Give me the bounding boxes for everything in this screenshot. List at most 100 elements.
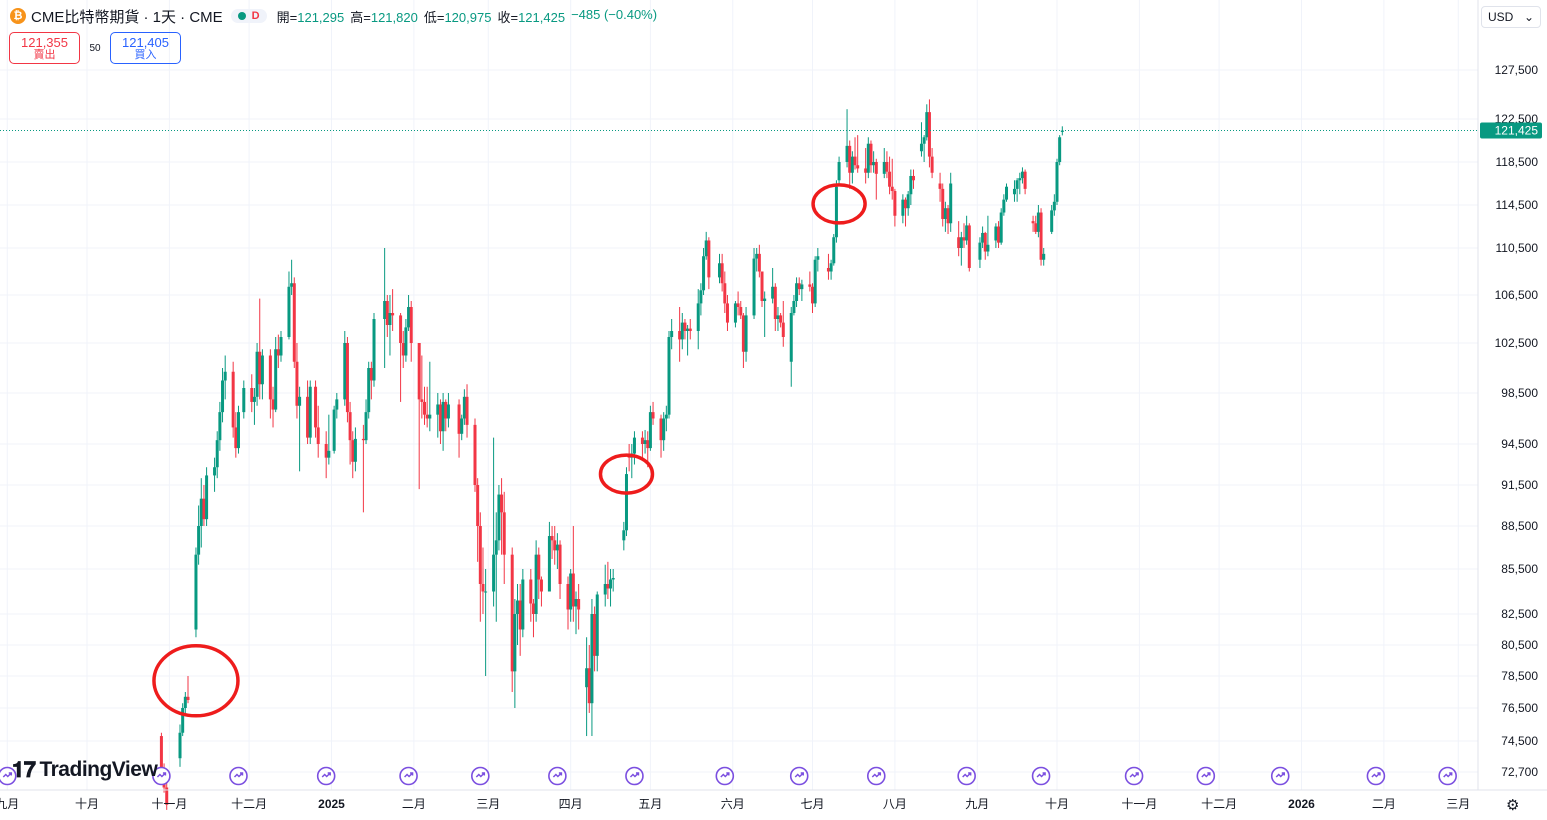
market-status-pill[interactable]: D <box>230 9 267 23</box>
event-marker-icon[interactable] <box>316 766 336 786</box>
price-tick-label: 72,700 <box>1501 765 1538 779</box>
time-axis[interactable]: 九月 十月 十一月 十二月 2025 二月 三月 四月 五月 六月 七月 八月 九月 十月 十一月 十二月 20… <box>0 789 1547 811</box>
candle-body <box>725 303 729 323</box>
price-tick-label: 85,500 <box>1501 562 1538 576</box>
candle-body <box>234 427 238 449</box>
time-tick-label: 三月 <box>1446 797 1470 811</box>
candle-body <box>739 307 743 316</box>
candle-body <box>178 732 182 759</box>
event-marker-icon[interactable] <box>625 766 644 786</box>
candle-body <box>850 156 854 173</box>
event-marker-glyph <box>156 772 167 778</box>
candle-body <box>901 199 905 216</box>
candle-body <box>372 319 376 381</box>
event-marker-icon[interactable] <box>399 766 418 786</box>
candle-body <box>345 343 349 413</box>
candle-body <box>874 162 878 174</box>
event-marker-icon[interactable] <box>1031 766 1051 786</box>
event-marker-icon[interactable] <box>957 766 976 786</box>
candle-body <box>255 351 259 397</box>
ohlc-open: 開=121,295 <box>276 9 345 25</box>
event-marker-icon[interactable] <box>866 766 886 786</box>
candle-body <box>516 600 520 614</box>
candle-body <box>648 412 652 449</box>
candle-body <box>1050 210 1054 232</box>
candle-body <box>369 368 373 381</box>
candle-body <box>497 494 501 541</box>
event-marker-icon[interactable] <box>1124 766 1144 786</box>
event-marker-icon[interactable] <box>715 766 735 786</box>
candle-body <box>476 485 480 526</box>
candle-body <box>986 244 990 252</box>
event-marker-glyph <box>321 772 331 778</box>
gear-icon[interactable]: ⚙ <box>1506 797 1520 814</box>
candle-body <box>1018 178 1022 181</box>
sell-button[interactable]: 121,355 賣出 <box>9 32 80 64</box>
candle-body <box>686 328 690 331</box>
symbol-title[interactable]: CME比特幣期貨 · 1天 · CME <box>31 8 223 26</box>
event-marker-icon[interactable] <box>0 766 17 786</box>
time-tick-label: 四月 <box>559 797 583 811</box>
event-marker-glyph <box>1201 772 1211 778</box>
candle-body <box>242 388 246 413</box>
time-tick-label: 2025 <box>318 797 345 811</box>
candlestick-series <box>159 99 1064 810</box>
time-tick-label: 十二月 <box>1201 797 1237 811</box>
event-marker-icon[interactable] <box>1270 766 1290 786</box>
candle-body <box>795 283 799 301</box>
candle-body <box>999 212 1003 243</box>
candle-body <box>276 349 280 356</box>
candle-body <box>436 404 440 415</box>
candle-body <box>845 145 849 162</box>
candle-body <box>890 186 894 192</box>
event-marker-icon[interactable] <box>1438 766 1457 786</box>
candle-body <box>646 440 650 449</box>
time-tick-label: 二月 <box>402 797 426 811</box>
candle-body <box>332 409 336 451</box>
event-marker-glyph <box>1129 772 1139 778</box>
price-tick-label: 110,500 <box>1496 241 1539 255</box>
candle-body <box>295 361 299 406</box>
event-marker-icon[interactable] <box>789 766 809 786</box>
buy-button[interactable]: 121,405 買入 <box>110 32 181 64</box>
candle-body <box>199 498 203 526</box>
candle-body <box>420 399 424 402</box>
candle-body <box>462 396 466 419</box>
candle-body <box>1002 199 1006 213</box>
price-axis[interactable]: 127,500 122,500 118,500 114,500 110,500 106,5… <box>1477 0 1539 790</box>
candle-body <box>938 183 942 189</box>
event-marker-icon[interactable] <box>229 766 248 786</box>
chevron-down-icon: ⌄ <box>1523 10 1534 24</box>
candle-body <box>888 171 892 187</box>
candle-body <box>558 544 562 584</box>
event-marker-glyph <box>233 772 244 778</box>
candle-body <box>606 584 610 589</box>
price-tick-label: 122,500 <box>1495 112 1539 126</box>
candle-body <box>274 349 278 410</box>
tradingview-logo[interactable]: 𝟏𝟕 TradingView <box>12 757 158 782</box>
candle-body <box>872 162 876 166</box>
candle-body <box>779 315 783 323</box>
event-marker-glyph <box>1371 772 1381 778</box>
event-marker-icon[interactable] <box>548 766 567 786</box>
candle-body <box>510 554 514 672</box>
candle-body <box>609 579 613 589</box>
event-marker-glyph <box>1443 772 1453 778</box>
time-tick-label: 十月 <box>1045 797 1069 811</box>
candle-body <box>1042 253 1046 260</box>
candle-body <box>1036 212 1040 232</box>
event-marker-icon[interactable] <box>152 766 171 786</box>
currency-select[interactable]: USD ⌄ <box>1481 6 1541 28</box>
candle-body <box>837 162 841 181</box>
candle-body <box>967 225 971 268</box>
candle-body <box>183 696 187 708</box>
candle-body <box>385 301 389 325</box>
candle-body <box>457 404 461 434</box>
candle-body <box>882 162 886 174</box>
event-marker-icon[interactable] <box>1366 766 1386 786</box>
event-marker-icon[interactable] <box>1196 766 1216 786</box>
event-marker-icon[interactable] <box>471 766 490 786</box>
candle-body <box>553 540 557 551</box>
annotation-circle <box>811 183 867 225</box>
